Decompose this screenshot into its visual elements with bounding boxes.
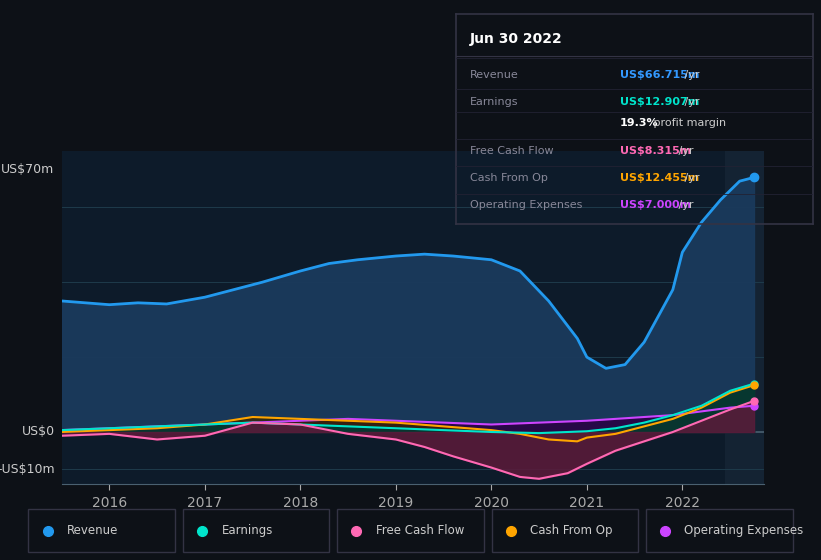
Text: Revenue: Revenue bbox=[67, 524, 118, 537]
Text: Free Cash Flow: Free Cash Flow bbox=[470, 146, 553, 156]
Bar bbox=[646, 509, 792, 552]
Bar bbox=[725, 151, 811, 484]
Text: US$8.315m: US$8.315m bbox=[620, 146, 691, 156]
Text: US$70m: US$70m bbox=[2, 164, 54, 176]
Text: Earnings: Earnings bbox=[470, 97, 518, 107]
Text: US$12.907m: US$12.907m bbox=[620, 97, 699, 107]
Text: Revenue: Revenue bbox=[470, 70, 519, 80]
Text: Cash From Op: Cash From Op bbox=[470, 173, 548, 183]
Bar bbox=[492, 509, 638, 552]
Text: profit margin: profit margin bbox=[650, 118, 727, 128]
Text: US$66.715m: US$66.715m bbox=[620, 70, 699, 80]
Text: US$7.000m: US$7.000m bbox=[620, 200, 691, 210]
Text: Free Cash Flow: Free Cash Flow bbox=[376, 524, 464, 537]
Text: Jun 30 2022: Jun 30 2022 bbox=[470, 32, 562, 46]
Text: Earnings: Earnings bbox=[222, 524, 273, 537]
Text: /yr: /yr bbox=[681, 97, 699, 107]
Text: US$12.455m: US$12.455m bbox=[620, 173, 699, 183]
Bar bbox=[29, 509, 175, 552]
Text: US$0: US$0 bbox=[21, 426, 54, 438]
Text: /yr: /yr bbox=[675, 200, 693, 210]
Bar bbox=[337, 509, 484, 552]
Text: /yr: /yr bbox=[681, 173, 699, 183]
Text: Cash From Op: Cash From Op bbox=[530, 524, 612, 537]
Text: Operating Expenses: Operating Expenses bbox=[685, 524, 804, 537]
Text: /yr: /yr bbox=[681, 70, 699, 80]
Bar bbox=[183, 509, 329, 552]
Text: /yr: /yr bbox=[675, 146, 693, 156]
Text: 19.3%: 19.3% bbox=[620, 118, 658, 128]
Text: Operating Expenses: Operating Expenses bbox=[470, 200, 582, 210]
Text: -US$10m: -US$10m bbox=[0, 463, 54, 476]
